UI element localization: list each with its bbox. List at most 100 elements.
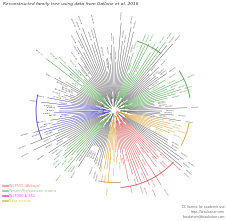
Text: WLP570b: WLP570b <box>89 28 93 38</box>
Text: W303: W303 <box>71 82 76 87</box>
Text: WLP300 & 351: WLP300 & 351 <box>9 194 35 198</box>
Text: WLP865: WLP865 <box>94 170 97 179</box>
Text: WLP023b: WLP023b <box>82 65 89 74</box>
Text: WLP820: WLP820 <box>117 161 119 170</box>
Text: WLP520: WLP520 <box>171 95 179 98</box>
Text: WLP750: WLP750 <box>150 189 155 197</box>
Text: WLP542: WLP542 <box>190 107 199 108</box>
Text: WLP026b: WLP026b <box>72 45 79 54</box>
Text: WLP890: WLP890 <box>89 149 94 157</box>
Text: WLP665: WLP665 <box>186 162 194 168</box>
Text: CBS405: CBS405 <box>49 114 57 116</box>
Text: WLP645: WLP645 <box>154 128 162 133</box>
Text: WLP560: WLP560 <box>165 110 174 111</box>
Text: CBS7001: CBS7001 <box>59 115 69 117</box>
Text: WLP530: WLP530 <box>115 49 116 58</box>
Text: WLP860: WLP860 <box>101 162 104 171</box>
Text: WLP802: WLP802 <box>121 157 123 166</box>
Text: WLP029: WLP029 <box>151 80 159 86</box>
Text: WLP351: WLP351 <box>128 61 132 70</box>
Text: WLP835: WLP835 <box>111 154 112 163</box>
Text: WLP041b: WLP041b <box>69 18 74 27</box>
Text: Sigma1278b: Sigma1278b <box>69 73 80 83</box>
Text: WLP745: WLP745 <box>141 158 146 166</box>
Text: WLP515: WLP515 <box>184 85 192 89</box>
Text: WLP535: WLP535 <box>158 104 167 106</box>
Text: WLP007: WLP007 <box>136 64 141 72</box>
Text: WLP500: WLP500 <box>113 34 114 43</box>
Text: WLP655: WLP655 <box>170 144 178 150</box>
Text: S288c: S288c <box>45 73 51 77</box>
Text: WLP420: WLP420 <box>170 84 178 88</box>
Text: WLP001b: WLP001b <box>49 52 57 59</box>
Text: YJM128: YJM128 <box>29 100 37 102</box>
Text: DBVPG6044: DBVPG6044 <box>61 86 73 93</box>
Text: WLP999: WLP999 <box>39 125 48 128</box>
Text: DBVPG1106: DBVPG1106 <box>54 88 66 94</box>
Text: Reconstructed family tree using data from Gallone et al. 2016: Reconstructed family tree using data fro… <box>3 2 138 6</box>
Text: WLP660: WLP660 <box>179 153 186 158</box>
Text: WLP400b: WLP400b <box>75 21 80 30</box>
Text: YPS128: YPS128 <box>53 96 61 99</box>
Text: WLP570: WLP570 <box>110 32 111 41</box>
Text: WLP545: WLP545 <box>122 29 124 37</box>
Text: WLP677: WLP677 <box>183 172 190 179</box>
Text: WLP530: WLP530 <box>108 51 110 60</box>
Text: WLP760: WLP760 <box>142 186 146 195</box>
Text: CLIB215: CLIB215 <box>47 107 55 109</box>
Text: WLP026: WLP026 <box>160 69 168 75</box>
Text: WLP965: WLP965 <box>45 143 54 148</box>
Text: WLP007b: WLP007b <box>69 59 76 67</box>
Text: WLP670: WLP670 <box>181 162 188 168</box>
Text: WLP800: WLP800 <box>128 185 131 193</box>
Text: WLP003: WLP003 <box>146 34 150 42</box>
Text: WLP885: WLP885 <box>91 150 95 158</box>
Text: WLP400: WLP400 <box>168 79 176 84</box>
Text: YJM248: YJM248 <box>35 95 43 97</box>
Text: WLP500 (Abbaye): WLP500 (Abbaye) <box>9 184 40 188</box>
Text: WLP640: WLP640 <box>173 134 181 138</box>
Text: WLP568: WLP568 <box>163 112 172 113</box>
Text: WLP005: WLP005 <box>167 31 173 39</box>
Text: WLP004: WLP004 <box>150 32 155 41</box>
Text: WLP028: WLP028 <box>169 66 176 72</box>
Text: WLP380: WLP380 <box>143 32 147 41</box>
Text: WLP715: WLP715 <box>160 160 167 167</box>
Text: WLP570: WLP570 <box>120 10 122 19</box>
Text: WLP862: WLP862 <box>96 173 99 181</box>
Text: WLP915: WLP915 <box>56 174 62 181</box>
Text: WLP029b: WLP029b <box>69 34 75 44</box>
Text: WLP550: WLP550 <box>124 33 126 42</box>
Text: WLP565: WLP565 <box>131 15 133 23</box>
Text: WLP945: WLP945 <box>56 149 64 155</box>
Text: WLP845: WLP845 <box>104 173 106 182</box>
Text: YPS163: YPS163 <box>52 91 60 94</box>
Text: WLP775: WLP775 <box>123 153 126 162</box>
Text: WLP410: WLP410 <box>187 74 195 78</box>
Text: WLP630: WLP630 <box>130 44 133 52</box>
Text: WLP525: WLP525 <box>157 100 166 103</box>
Text: WLP041: WLP041 <box>152 85 160 90</box>
Text: WLP500: WLP500 <box>105 46 107 54</box>
Text: WLP870: WLP870 <box>95 155 99 164</box>
Text: WLP630b: WLP630b <box>89 14 93 24</box>
Text: WLP530b: WLP530b <box>86 31 91 41</box>
Text: WLP013b: WLP013b <box>69 51 76 60</box>
Text: SK1: SK1 <box>58 77 62 80</box>
Text: WLP620: WLP620 <box>171 126 179 129</box>
Text: YPS606: YPS606 <box>58 95 66 98</box>
Text: WLP975: WLP975 <box>43 138 52 143</box>
Text: WLP009: WLP009 <box>174 34 181 41</box>
Text: Saaz strains: Saaz strains <box>9 199 30 203</box>
Text: WLP930: WLP930 <box>55 161 62 168</box>
Text: WLP900: WLP900 <box>71 170 76 178</box>
Text: CC license for academic use
https://braukaiser.com
braukaiser@braukaiser.com: CC license for academic use https://brau… <box>182 205 224 218</box>
Text: WLP540: WLP540 <box>165 105 173 107</box>
Text: DBVPG6765: DBVPG6765 <box>55 81 67 88</box>
Text: WLP675: WLP675 <box>184 169 191 175</box>
Text: WLP625: WLP625 <box>176 130 184 133</box>
Text: WLP351b: WLP351b <box>104 57 107 68</box>
Text: WLP935: WLP935 <box>53 158 60 165</box>
Text: WLP004b: WLP004b <box>74 69 81 77</box>
Text: WLP830: WLP830 <box>115 156 116 165</box>
